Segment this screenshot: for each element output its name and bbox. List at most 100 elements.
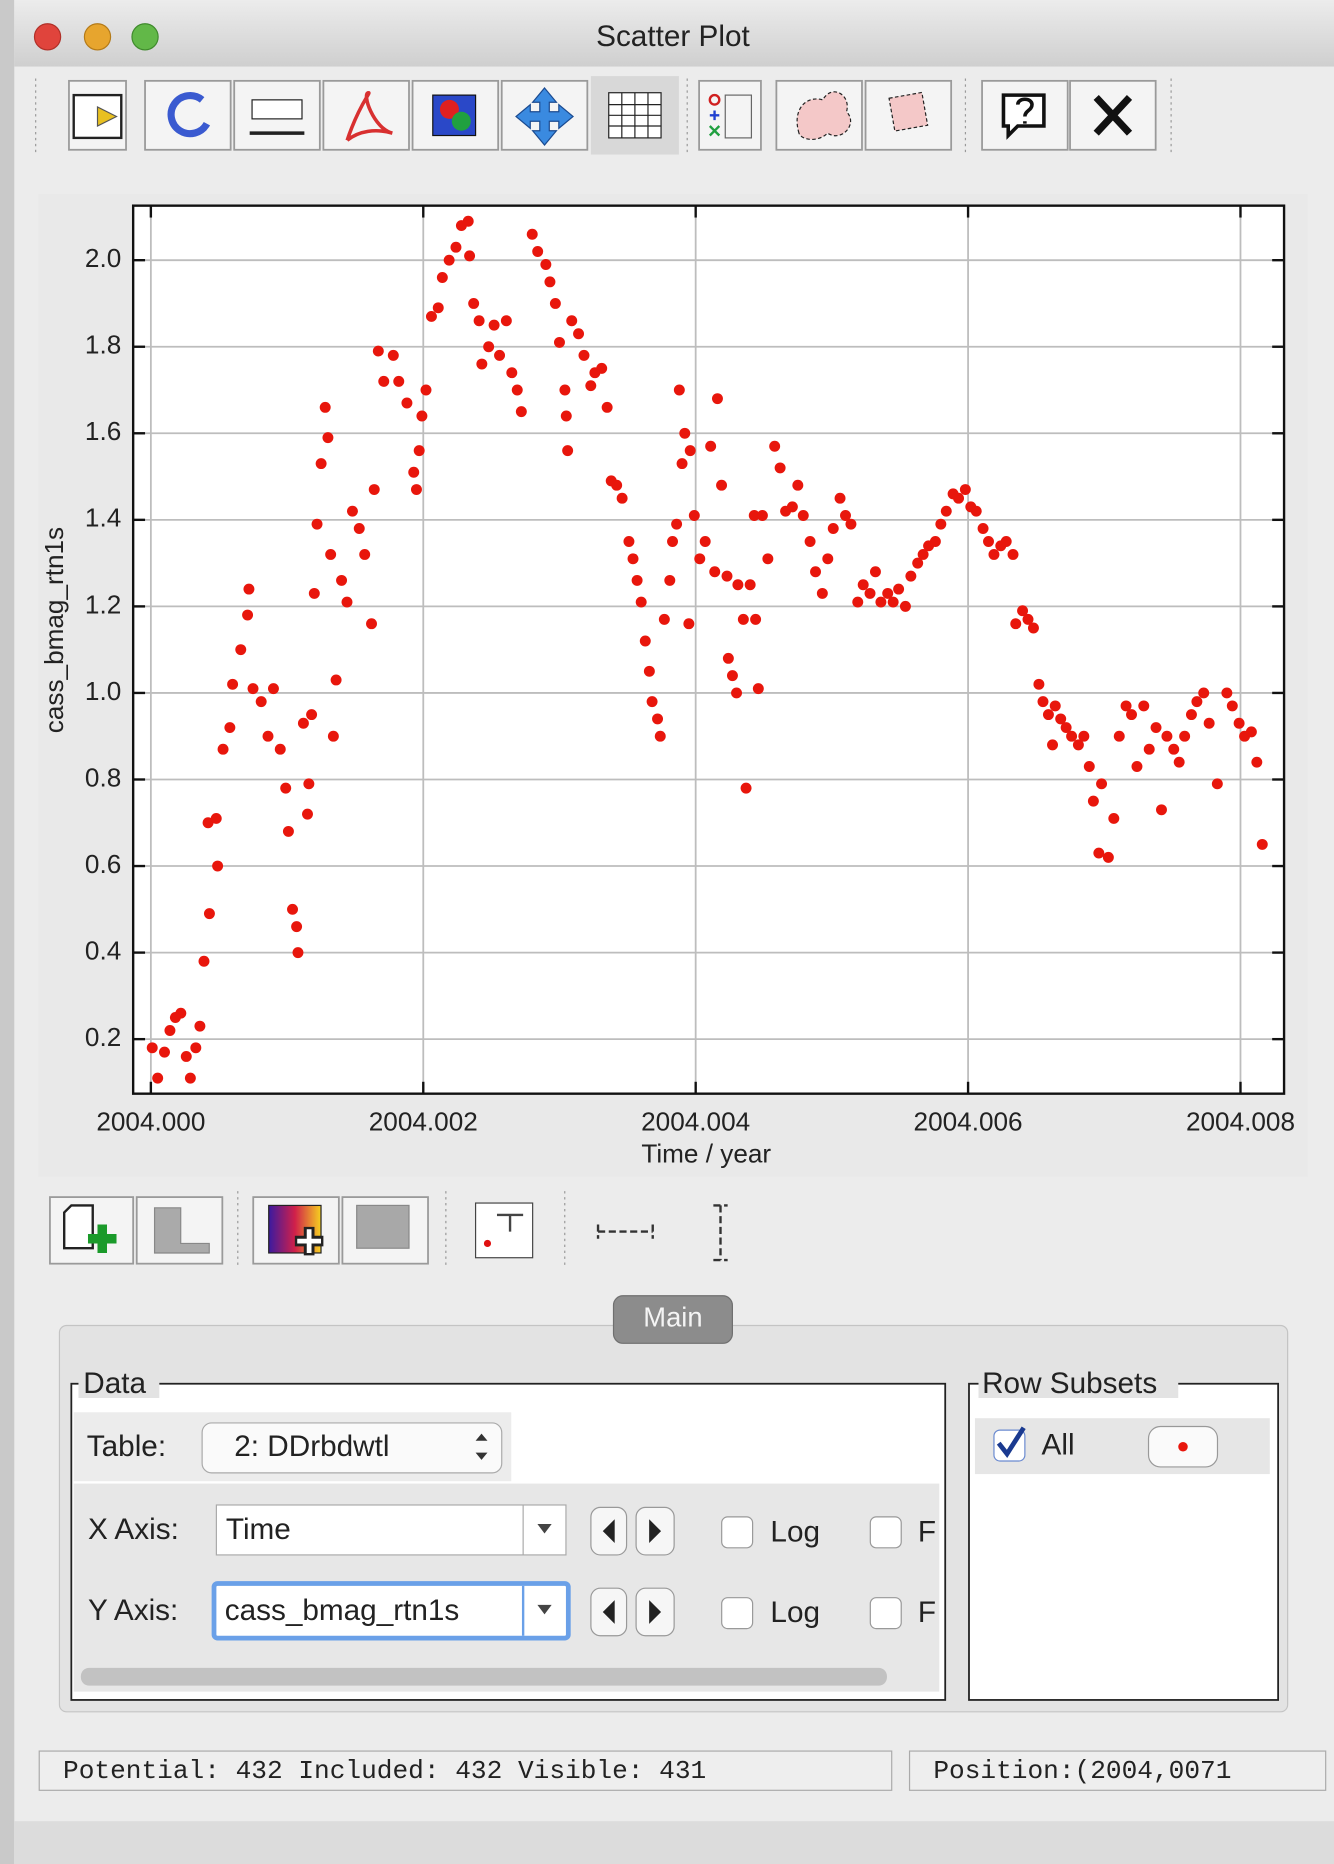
main-tab[interactable] — [612, 1295, 733, 1344]
data-point — [243, 583, 255, 595]
data-point — [180, 1050, 192, 1062]
data-point — [1093, 847, 1105, 859]
y-tick-label: 0.6 — [85, 849, 121, 879]
data-point — [1087, 795, 1099, 807]
data-point — [721, 570, 733, 582]
data-point — [330, 674, 342, 686]
data-point — [1131, 761, 1143, 772]
tick-labels: 0.2 0.4 0.6 0.8 1.0 1.2 1.4 1.6 1.8 2.0 2004.000 20… — [85, 243, 1295, 1136]
data-point — [711, 393, 723, 405]
y-axis-label: cass_bmag_rtn1s — [39, 527, 69, 733]
data-point — [1017, 605, 1029, 617]
data-point — [1033, 678, 1045, 690]
data-point — [977, 523, 989, 534]
data-point — [308, 587, 320, 599]
log-checkbox[interactable] — [721, 1516, 754, 1549]
y-tick-label: 1.6 — [85, 416, 121, 446]
data-point — [882, 587, 894, 599]
data-point — [654, 730, 666, 742]
y-tick-label: 0.8 — [85, 762, 121, 792]
column-field[interactable] — [211, 1581, 571, 1641]
data-point — [560, 410, 572, 422]
x-tick-label: 2004.006 — [914, 1106, 1023, 1136]
table-select[interactable] — [201, 1422, 503, 1474]
data-point — [646, 696, 658, 708]
x-tick-label: 2004.000 — [96, 1106, 205, 1136]
data-point — [1156, 804, 1167, 816]
data-point — [526, 228, 538, 240]
x-error-button[interactable] — [596, 1224, 654, 1239]
data-point — [679, 427, 691, 439]
data-point — [159, 1046, 170, 1058]
data-point — [297, 717, 309, 729]
data-point — [643, 665, 655, 677]
data-point — [483, 341, 495, 353]
replot-button[interactable] — [144, 79, 232, 151]
data-point — [227, 678, 239, 690]
column-field[interactable] — [215, 1504, 567, 1556]
data-point — [601, 401, 613, 413]
window-title: Scatter Plot — [596, 20, 750, 53]
data-point — [401, 397, 413, 409]
data-point — [327, 730, 339, 742]
data-point — [190, 1042, 202, 1054]
zoom-button[interactable] — [131, 23, 159, 51]
data-point — [515, 406, 527, 418]
data-point — [1049, 700, 1061, 712]
toolbar — [35, 76, 1172, 155]
data-point — [683, 618, 695, 630]
data-point — [1083, 761, 1095, 772]
row-label: X Axis: — [88, 1513, 179, 1546]
data-point — [673, 384, 685, 396]
layer-toolbar — [49, 1191, 728, 1268]
data-point — [786, 501, 798, 513]
data-point — [810, 566, 822, 578]
subset-marker — [1178, 1441, 1188, 1452]
data-point — [585, 380, 597, 392]
minimize-button[interactable] — [83, 23, 112, 51]
data-point — [899, 600, 911, 612]
data-point — [432, 302, 444, 314]
data-point — [353, 523, 365, 534]
data-point — [756, 510, 768, 521]
data-point — [217, 743, 229, 755]
text-layer-button[interactable] — [474, 1202, 534, 1259]
data-point — [1221, 687, 1233, 699]
data-point — [857, 579, 869, 591]
data-point — [616, 492, 628, 504]
data-point — [175, 1007, 187, 1019]
plot-frame — [131, 204, 1286, 1095]
data-point — [578, 349, 590, 361]
y-error-button[interactable] — [713, 1204, 728, 1262]
points — [146, 215, 1268, 1084]
y-tick-label: 1.4 — [85, 503, 121, 533]
y-tick-label: 2.0 — [85, 243, 121, 273]
scrollbar[interactable] — [80, 1667, 887, 1686]
data-point — [852, 596, 864, 608]
data-point — [378, 375, 390, 387]
data-point — [652, 713, 664, 725]
data-point — [845, 518, 857, 530]
log-checkbox[interactable] — [721, 1597, 754, 1630]
data-point — [1198, 687, 1210, 699]
data-point — [1226, 700, 1238, 712]
flip-checkbox[interactable] — [869, 1516, 902, 1549]
data-point — [631, 574, 643, 586]
data-point — [291, 921, 303, 933]
close-button[interactable] — [33, 23, 62, 51]
data-point — [905, 570, 917, 582]
flip-checkbox[interactable] — [869, 1597, 902, 1630]
data-point — [235, 644, 247, 656]
data-point — [722, 652, 734, 664]
data-point — [774, 462, 786, 474]
data-point — [473, 315, 485, 327]
data-point — [635, 596, 647, 608]
data-point — [494, 349, 506, 361]
data-point — [1126, 709, 1137, 721]
count-text: Potential: 432 Included: 432 Visible: 43… — [63, 1756, 706, 1786]
pdf-button[interactable] — [322, 79, 410, 151]
data-point — [716, 479, 728, 491]
data-point — [212, 860, 224, 872]
data-point — [1066, 730, 1078, 742]
data-point — [953, 492, 965, 504]
